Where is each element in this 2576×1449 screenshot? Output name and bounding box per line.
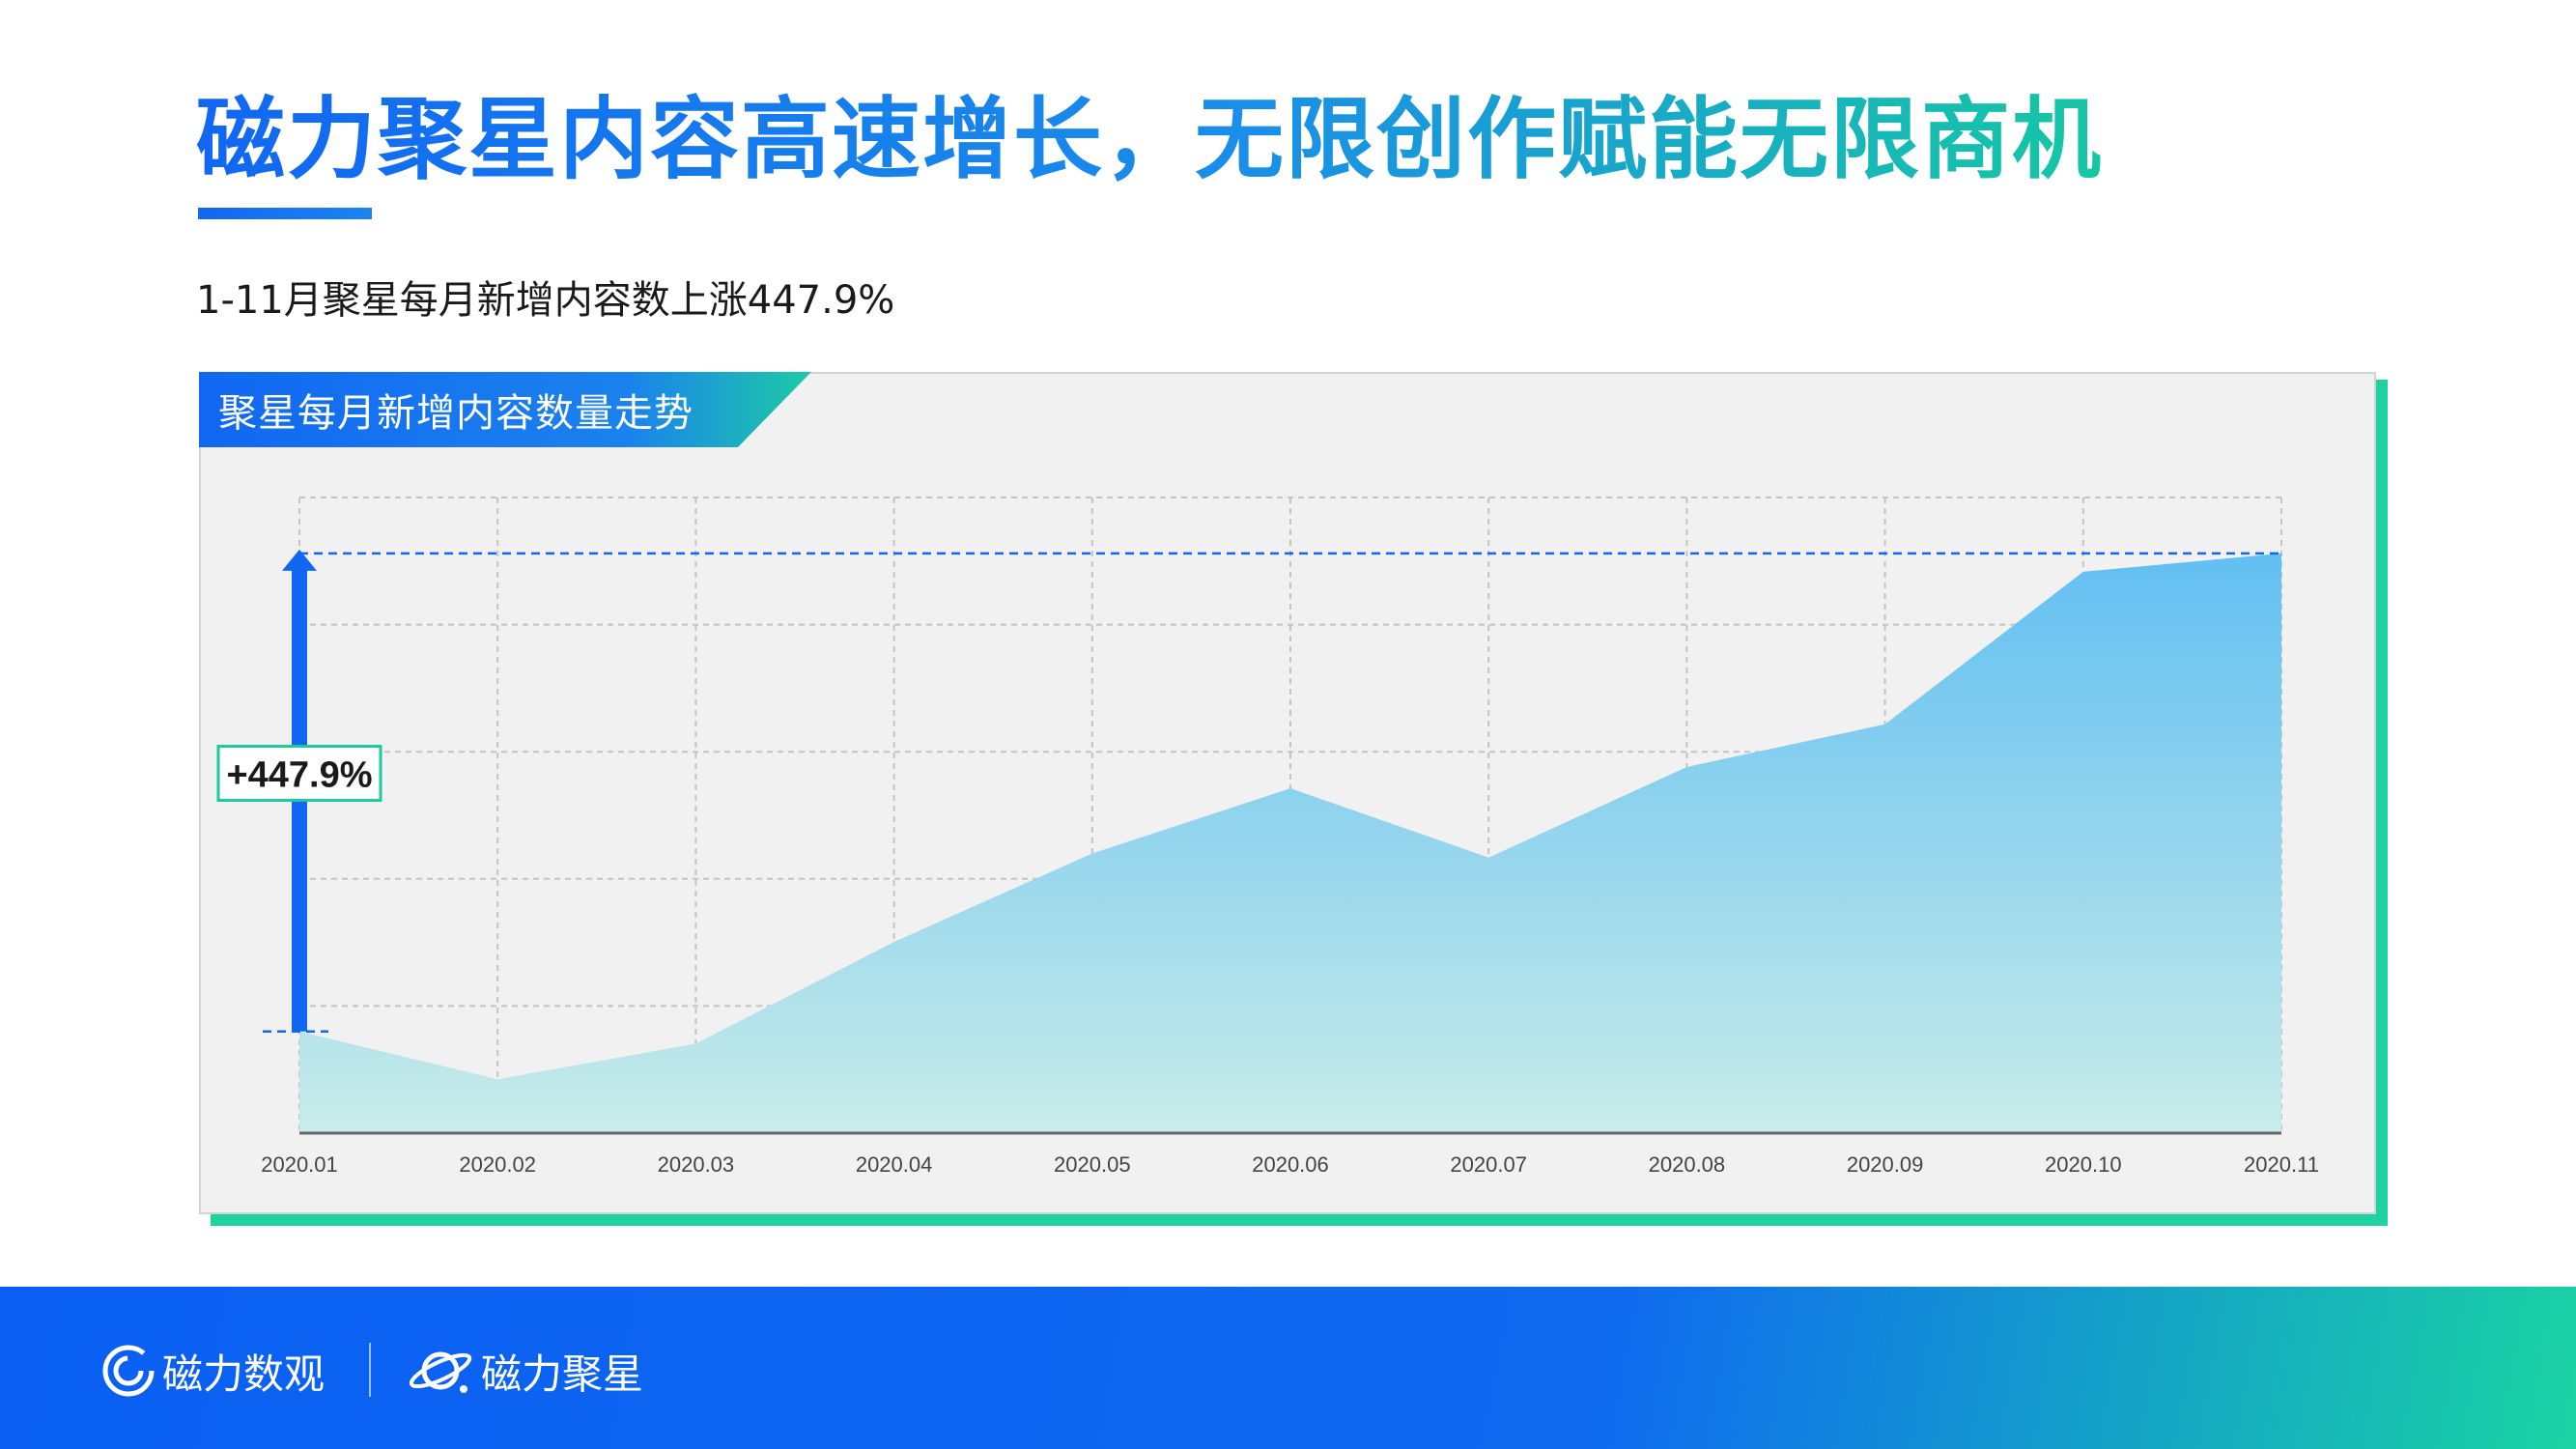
x-tick-label: 2020.02 (459, 1152, 536, 1177)
x-tick-label: 2020.11 (2244, 1152, 2319, 1177)
x-tick-labels: 2020.01 2020.02 2020.03 2020.04 2020.05 2020.… (261, 1152, 2319, 1177)
x-tick-label: 2020.08 (1649, 1152, 1726, 1177)
card-tab-label: 聚星每月新增内容数量走势 (218, 391, 694, 436)
growth-arrow-head-icon (282, 549, 317, 571)
annotation-label: +447.9% (226, 755, 372, 796)
footer-bar (0, 1287, 2576, 1449)
growth-annotation: +447.9% (216, 549, 2281, 1033)
brand-cili-shuguan: 磁力数观 (100, 1342, 325, 1400)
x-tick-label: 2020.06 (1252, 1152, 1329, 1177)
footer-divider (369, 1343, 371, 1397)
cili-shuguan-logo-icon (102, 1345, 155, 1397)
brand-name: 磁力聚星 (481, 1350, 644, 1398)
card-tab (199, 372, 811, 447)
brand-name: 磁力数观 (162, 1350, 326, 1398)
x-tick-label: 2020.01 (261, 1152, 338, 1177)
x-tick-label: 2020.09 (1847, 1152, 1924, 1177)
page-subtitle: 1-11月聚星每月新增内容数上涨447.9% (196, 278, 895, 323)
cili-juxing-logo-icon (409, 1351, 472, 1393)
x-tick-label: 2020.07 (1450, 1152, 1527, 1177)
x-tick-label: 2020.05 (1054, 1152, 1131, 1177)
x-tick-label: 2020.10 (2045, 1152, 2122, 1177)
x-tick-label: 2020.03 (658, 1152, 735, 1177)
x-tick-label: 2020.04 (856, 1152, 933, 1177)
annotation-box (216, 745, 382, 803)
brand-cili-juxing: 磁力聚星 (406, 1342, 643, 1400)
title-underline (198, 208, 372, 219)
series-area (299, 553, 2281, 1133)
page-title: 磁力聚星内容高速增长，无限创作赋能无限商机 (196, 88, 2104, 191)
